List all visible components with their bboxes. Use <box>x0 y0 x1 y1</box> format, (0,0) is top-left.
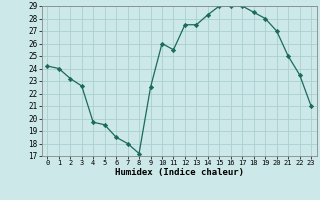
X-axis label: Humidex (Indice chaleur): Humidex (Indice chaleur) <box>115 168 244 177</box>
